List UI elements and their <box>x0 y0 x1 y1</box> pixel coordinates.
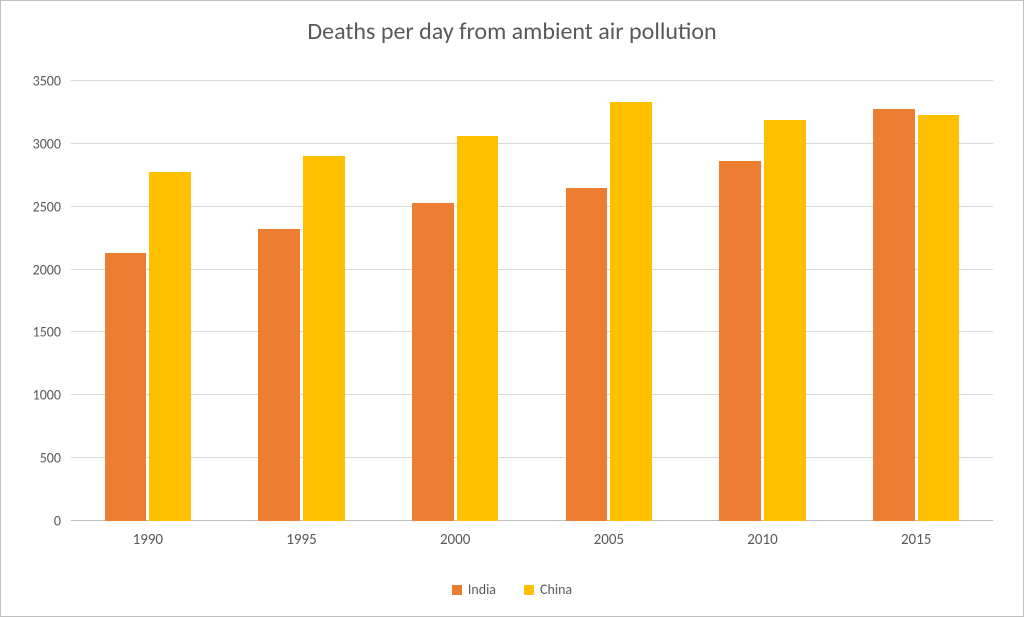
bar <box>566 188 607 521</box>
bar <box>105 253 146 521</box>
x-tick-label: 2015 <box>901 521 931 549</box>
y-tick-label: 1000 <box>33 387 71 404</box>
bar-group <box>532 81 686 521</box>
legend-item: India <box>452 581 496 598</box>
x-tick-label: 1995 <box>286 521 316 549</box>
legend: India China <box>1 581 1023 598</box>
bar <box>719 161 760 521</box>
bar <box>610 102 651 521</box>
x-tick-label: 2005 <box>594 521 624 549</box>
y-tick-label: 0 <box>54 513 71 530</box>
bar <box>258 229 299 521</box>
y-tick-label: 3500 <box>33 73 71 90</box>
bar <box>873 109 914 521</box>
y-tick-label: 2000 <box>33 261 71 278</box>
bar-group <box>686 81 840 521</box>
y-tick-label: 3000 <box>33 135 71 152</box>
x-tick-label: 2010 <box>747 521 777 549</box>
x-tick-label: 1990 <box>133 521 163 549</box>
bar <box>918 115 959 521</box>
chart-title: Deaths per day from ambient air pollutio… <box>1 1 1023 54</box>
bars-layer: 199019952000200520102015 <box>71 81 993 521</box>
legend-label: China <box>540 581 572 598</box>
x-tick-label: 2000 <box>440 521 470 549</box>
bar-group <box>71 81 225 521</box>
legend-swatch <box>524 585 534 595</box>
bar-group <box>225 81 379 521</box>
chart-container: Deaths per day from ambient air pollutio… <box>0 0 1024 617</box>
bar <box>149 172 190 521</box>
legend-swatch <box>452 585 462 595</box>
y-tick-label: 500 <box>40 450 71 467</box>
bar-group <box>839 81 993 521</box>
plot-wrap: 0500100015002000250030003500 19901995200… <box>71 81 993 521</box>
bar <box>457 136 498 521</box>
legend-item: China <box>524 581 572 598</box>
bar-group <box>378 81 532 521</box>
bar <box>303 156 344 521</box>
y-tick-label: 1500 <box>33 324 71 341</box>
y-tick-label: 2500 <box>33 198 71 215</box>
bar <box>764 120 805 521</box>
bar <box>412 203 453 521</box>
legend-label: India <box>468 581 496 598</box>
